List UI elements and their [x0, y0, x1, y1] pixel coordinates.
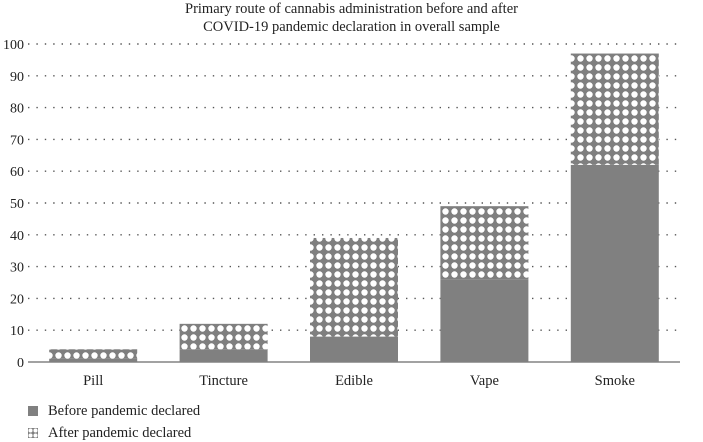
- bar-chart: 0 10 20 30 40 50 60 70 80 90 100 Pill Tincture Edible…: [3, 38, 680, 389]
- x-tick-label-smoke: Smoke: [595, 373, 635, 389]
- legend-label-before: Before pandemic declared: [48, 403, 201, 419]
- legend-label-after: After pandemic declared: [48, 425, 192, 441]
- bar-after-vape: [440, 206, 529, 280]
- bar-before-pill: [49, 358, 138, 362]
- y-tick-label: 30: [10, 261, 24, 276]
- x-tick-label-tincture: Tincture: [199, 373, 248, 389]
- bar-before-vape: [440, 279, 529, 362]
- chart-title-line-2: COVID-19 pandemic declaration in overall…: [203, 19, 500, 35]
- legend-swatch-before: [28, 405, 38, 416]
- bar-before-smoke: [570, 164, 659, 362]
- y-tick-label: 100: [3, 38, 24, 53]
- bar-before-tincture: [179, 349, 268, 362]
- x-tick-label-edible: Edible: [335, 373, 373, 389]
- y-tick-label: 40: [10, 229, 24, 244]
- bar-after-pill: [49, 349, 138, 359]
- x-tick-label-vape: Vape: [470, 373, 499, 389]
- legend-item-before: Before pandemic declared: [28, 402, 200, 420]
- y-tick-label: 60: [10, 165, 24, 180]
- y-tick-label: 10: [10, 324, 24, 339]
- y-tick-label: 50: [10, 197, 24, 212]
- bar-after-tincture: [179, 323, 268, 350]
- bar-after-edible: [310, 237, 398, 337]
- y-tick-label: 80: [10, 102, 24, 117]
- bar-before-edible: [310, 336, 398, 362]
- bar-after-smoke: [570, 53, 659, 165]
- x-tick-label-pill: Pill: [83, 373, 103, 389]
- bars: [49, 53, 659, 362]
- y-tick-label: 20: [10, 292, 24, 307]
- tick-labels: 0 10 20 30 40 50 60 70 80 90 100 Pill Tincture Edible…: [3, 38, 635, 389]
- y-tick-label: 0: [17, 356, 24, 371]
- y-tick-label: 90: [10, 70, 24, 85]
- chart-title-line-1: Primary route of cannabis administration…: [185, 1, 518, 17]
- y-tick-label: 70: [10, 133, 24, 148]
- legend-swatch-after: [28, 427, 38, 438]
- legend-item-after: After pandemic declared: [28, 424, 191, 442]
